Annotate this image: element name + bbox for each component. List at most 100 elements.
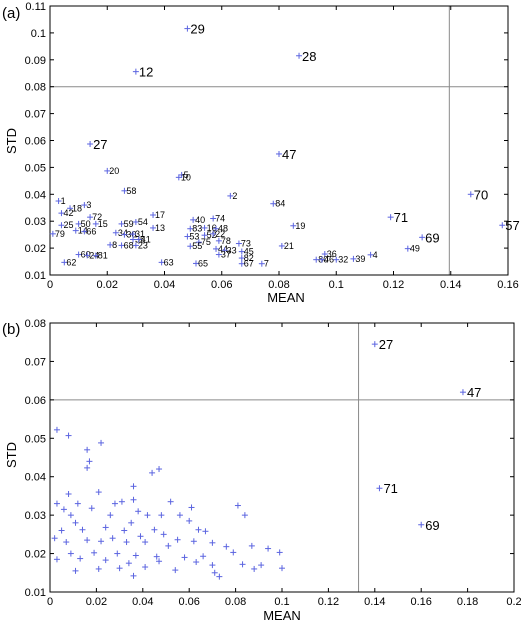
a-point-label: 79	[55, 229, 65, 239]
a-x-tick-label: 0.16	[497, 279, 518, 291]
b-data-point	[86, 458, 93, 465]
b-y-tick-label: 0.08	[25, 318, 46, 330]
a-data-point	[210, 215, 217, 222]
a-point-label: 46	[324, 255, 334, 265]
a-data-point	[132, 219, 139, 226]
a-point-label: 53	[189, 232, 199, 242]
b-data-point	[125, 560, 132, 567]
a-y-tick-label: 0.02	[25, 243, 46, 255]
a-data-point	[92, 220, 99, 227]
a-data-point	[121, 231, 128, 238]
b-data-point	[181, 554, 188, 561]
a-data-point	[238, 255, 245, 262]
b-data-point	[116, 565, 123, 572]
b-y-tick-label: 0.05	[25, 433, 46, 445]
a-data-point	[61, 259, 68, 266]
a-point-label: 42	[63, 208, 73, 218]
a-point-label: 50	[81, 219, 91, 229]
b-y-tick-label: 0.06	[25, 395, 46, 407]
a-point-label: 25	[63, 220, 73, 230]
a-y-tick-label: 0.03	[25, 216, 46, 228]
b-data-point	[51, 535, 58, 542]
b-data-point	[153, 553, 160, 560]
a-point-label: 57	[505, 218, 519, 233]
b-data-point	[84, 537, 91, 544]
a-data-point	[104, 167, 111, 174]
a-data-point	[150, 212, 157, 219]
a-point-label: 65	[198, 258, 208, 268]
a-data-point	[210, 230, 217, 237]
a-data-point	[195, 239, 202, 246]
a-x-tick-label: 0	[47, 279, 53, 291]
b-y-tick-label: 0.03	[25, 510, 46, 522]
b-data-point	[72, 519, 79, 526]
a-point-label: 13	[155, 223, 165, 233]
b-data-point	[174, 536, 181, 543]
a-data-point	[132, 68, 139, 75]
a-data-point	[213, 245, 220, 252]
a-point-label: 23	[138, 240, 148, 250]
b-x-tick-label: 0	[47, 596, 53, 608]
a-point-label: 67	[244, 259, 254, 269]
a-x-tick-label: 0.06	[211, 279, 232, 291]
panel-b-x-axis-title: MEAN	[263, 608, 301, 623]
a-point-label: 78	[221, 236, 231, 246]
a-point-label: 71	[394, 210, 408, 225]
b-data-point	[74, 500, 81, 507]
b-data-point	[188, 504, 195, 511]
b-data-point	[158, 512, 165, 519]
b-data-point	[193, 559, 200, 566]
b-data-point	[130, 572, 137, 579]
b-x-tick-label: 0.16	[410, 596, 431, 608]
a-data-point	[135, 236, 142, 243]
a-data-point	[130, 236, 137, 243]
a-data-point	[313, 256, 320, 263]
b-data-point	[67, 550, 74, 557]
a-point-label: 12	[139, 65, 153, 80]
a-x-tick-label: 0.08	[268, 279, 289, 291]
b-data-point	[251, 565, 258, 572]
a-point-label: 14	[78, 226, 88, 236]
b-data-point	[123, 539, 130, 546]
b-data-point	[102, 557, 109, 564]
b-data-point	[276, 549, 283, 556]
a-data-point	[235, 240, 242, 247]
a-point-label: 36	[327, 249, 337, 259]
b-data-point	[258, 562, 265, 569]
b-data-point	[53, 500, 60, 507]
a-x-tick-label: 0.04	[154, 279, 175, 291]
a-y-tick-label: 0.01	[25, 270, 46, 282]
a-data-point	[84, 252, 91, 259]
a-data-point	[290, 222, 297, 229]
a-data-point	[321, 251, 328, 258]
b-data-point	[130, 496, 137, 503]
b-data-point	[60, 506, 67, 513]
a-data-point	[333, 256, 340, 263]
a-point-label: 84	[275, 199, 285, 209]
b-data-point	[223, 543, 230, 550]
a-data-point	[107, 241, 114, 248]
b-data-point	[142, 539, 149, 546]
b-data-point	[200, 553, 207, 560]
a-point-label: 20	[109, 166, 119, 176]
b-x-tick-label: 0.12	[318, 596, 339, 608]
b-data-point	[234, 502, 241, 509]
b-data-point	[118, 498, 125, 505]
a-point-label: 47	[282, 147, 296, 162]
a-data-point	[112, 229, 119, 236]
a-data-point	[121, 187, 128, 194]
a-data-point	[238, 248, 245, 255]
a-data-point	[258, 260, 265, 267]
a-data-point	[175, 174, 182, 181]
a-point-label: 45	[244, 247, 254, 257]
a-data-point	[72, 227, 79, 234]
b-data-point	[114, 550, 121, 557]
b-x-tick-label: 0.18	[457, 596, 478, 608]
b-data-point	[88, 505, 95, 512]
a-point-label: 22	[215, 229, 225, 239]
a-data-point	[75, 220, 82, 227]
b-data-point	[121, 527, 128, 534]
a-point-label: 72	[92, 212, 102, 222]
a-data-point	[118, 220, 125, 227]
a-data-point	[58, 210, 65, 217]
